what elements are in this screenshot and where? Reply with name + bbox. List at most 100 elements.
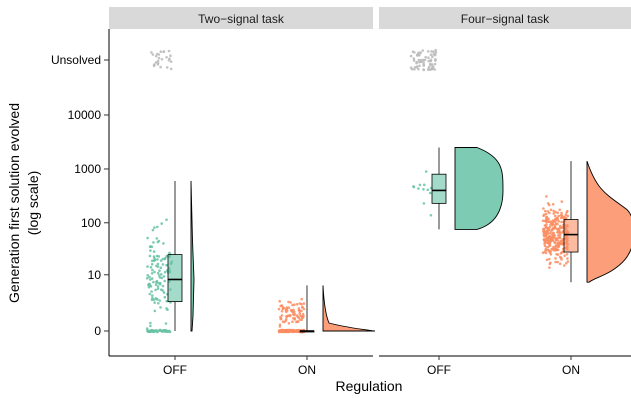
data-point [298, 312, 302, 316]
panel-two-signal: Two−signal task OFF ON [109, 7, 376, 377]
data-point [302, 307, 306, 311]
data-point [153, 270, 156, 274]
data-point [564, 213, 568, 216]
y-axis: 0 10 100 1000 10000 Unsolved [51, 29, 110, 356]
data-point [560, 211, 563, 215]
data-point [153, 226, 156, 229]
data-point [154, 288, 157, 292]
data-point [150, 277, 154, 280]
data-point [149, 321, 152, 325]
data-point [557, 214, 560, 218]
data-point [545, 195, 548, 198]
data-point [280, 314, 284, 317]
unsolved-point [157, 56, 161, 60]
data-point [560, 258, 563, 261]
data-point [558, 208, 561, 212]
data-point [544, 241, 547, 244]
unsolved-point [156, 61, 160, 65]
data-point [146, 274, 149, 277]
data-point [154, 283, 158, 287]
data-point [148, 254, 152, 258]
x-tick-label-off: OFF [427, 363, 451, 377]
data-point [152, 330, 156, 334]
data-point [158, 328, 161, 332]
unsolved-point [412, 59, 416, 62]
panel-content-four-signal [409, 48, 631, 283]
data-point [146, 265, 149, 268]
data-point [288, 314, 292, 318]
data-point [151, 228, 155, 232]
y-tick-label: 10000 [68, 108, 102, 122]
data-point [559, 216, 563, 220]
data-point [296, 315, 300, 319]
point-cloud [409, 48, 438, 217]
data-point [165, 307, 168, 310]
data-point [548, 266, 551, 269]
data-point [162, 242, 165, 245]
unsolved-point [417, 58, 421, 62]
unsolved-point [415, 61, 418, 65]
data-point [152, 241, 155, 244]
unsolved-point [153, 63, 156, 66]
data-point [158, 299, 161, 302]
strip-four-signal [379, 7, 631, 29]
data-point [294, 330, 297, 333]
data-point [542, 232, 546, 235]
data-point [291, 320, 294, 324]
unsolved-point [409, 54, 413, 58]
unsolved-point [159, 50, 163, 53]
unsolved-point [433, 68, 437, 71]
y-axis-title: Generation first solution evolved [6, 103, 22, 303]
data-point [163, 270, 167, 274]
data-point [566, 214, 570, 218]
data-point [280, 304, 284, 307]
data-point [148, 275, 151, 279]
data-point [426, 188, 430, 192]
unsolved-point [433, 53, 437, 57]
data-point [291, 303, 294, 307]
unsolved-point [411, 50, 415, 53]
data-point [557, 220, 561, 223]
unsolved-point [427, 56, 430, 59]
data-point [164, 322, 168, 325]
x-axis-two-signal: OFF ON [109, 355, 373, 377]
unsolved-point [151, 53, 155, 56]
unsolved-point [169, 54, 172, 57]
unsolved-point [150, 51, 153, 54]
data-point [151, 268, 154, 272]
x-tick-label-on: ON [562, 363, 580, 377]
data-point [152, 250, 156, 253]
data-point [412, 185, 415, 188]
data-point [155, 297, 158, 301]
data-point [545, 258, 549, 262]
data-point [551, 228, 554, 231]
half-violin [322, 285, 376, 332]
unsolved-point [429, 53, 433, 56]
data-point [281, 320, 285, 324]
data-point [157, 239, 161, 243]
unsolved-point [434, 48, 438, 52]
unsolved-point [156, 59, 160, 63]
unsolved-point [165, 66, 169, 69]
data-point [152, 280, 155, 284]
unsolved-point [169, 60, 173, 63]
data-point [156, 287, 160, 291]
group-on [541, 160, 631, 283]
data-point [290, 330, 294, 333]
y-tick-label: 100 [81, 216, 101, 230]
unsolved-point [420, 60, 423, 63]
x-tick-label-on: ON [298, 363, 316, 377]
unsolved-point [167, 58, 171, 62]
data-point [549, 253, 553, 256]
panel-content-two-signal [145, 49, 376, 334]
group-off [409, 48, 504, 230]
unsolved-point [426, 50, 430, 53]
data-point [549, 261, 552, 265]
unsolved-point [416, 54, 419, 57]
data-point [161, 263, 165, 266]
data-point [553, 223, 557, 227]
strip-title-four-signal: Four−signal task [461, 12, 550, 26]
unsolved-point [422, 68, 426, 72]
data-point [159, 266, 163, 270]
data-point [300, 297, 304, 301]
